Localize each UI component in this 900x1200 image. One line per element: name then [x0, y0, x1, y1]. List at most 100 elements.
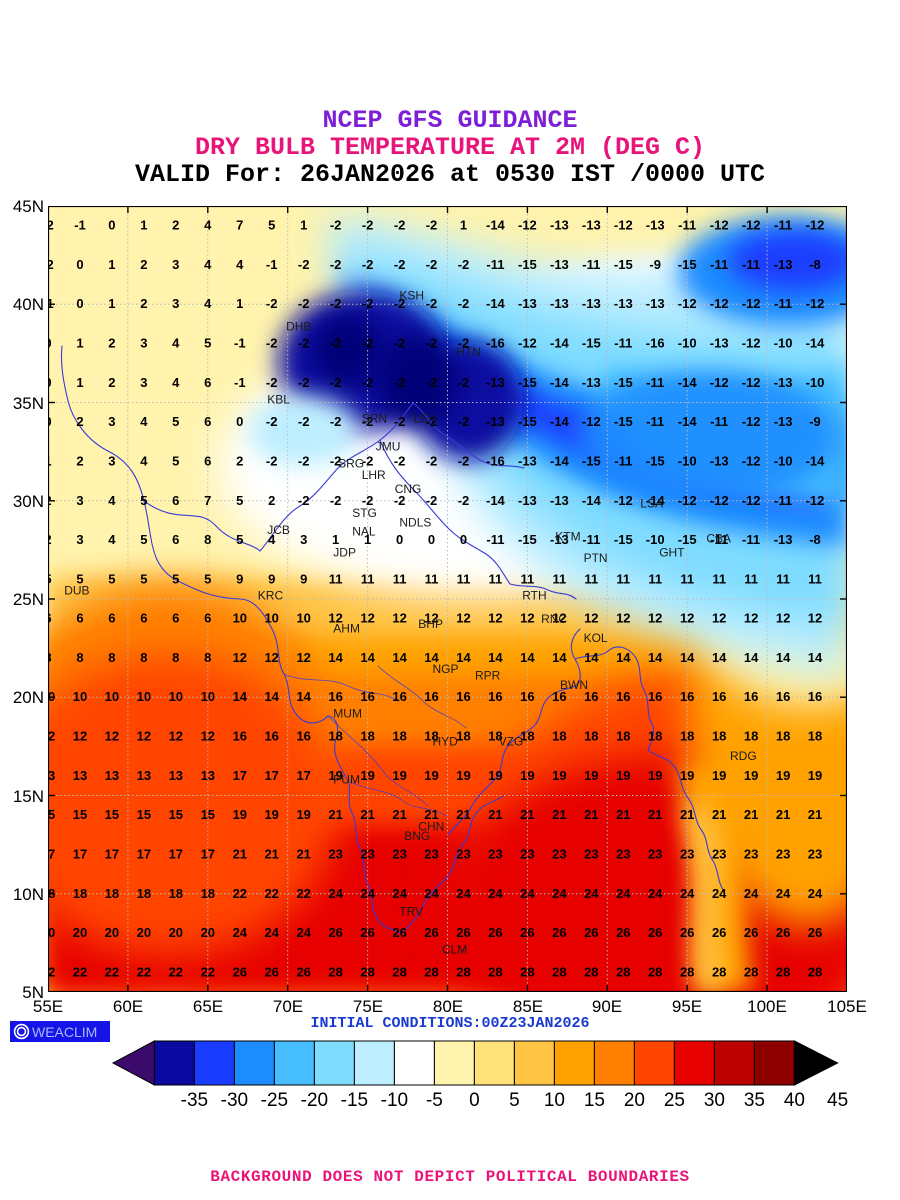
svg-text:20: 20	[105, 925, 119, 940]
svg-text:8: 8	[204, 532, 211, 547]
svg-text:0: 0	[108, 218, 115, 233]
svg-text:18: 18	[616, 729, 630, 744]
svg-text:6: 6	[76, 611, 83, 626]
svg-text:95E: 95E	[672, 997, 702, 1016]
svg-text:45: 45	[827, 1090, 848, 1111]
svg-text:14: 14	[648, 650, 663, 665]
svg-text:13: 13	[105, 768, 119, 783]
svg-text:28: 28	[328, 964, 342, 979]
svg-text:26: 26	[776, 925, 790, 940]
svg-text:24: 24	[520, 886, 535, 901]
svg-text:RPR: RPR	[475, 669, 501, 683]
svg-text:12: 12	[137, 729, 151, 744]
svg-text:-14: -14	[486, 296, 506, 311]
svg-text:17: 17	[233, 768, 247, 783]
svg-text:70E: 70E	[273, 997, 303, 1016]
svg-text:-10: -10	[678, 454, 697, 469]
svg-text:-13: -13	[550, 257, 569, 272]
svg-text:23: 23	[328, 846, 342, 861]
svg-text:12: 12	[744, 611, 758, 626]
svg-text:16: 16	[392, 689, 406, 704]
svg-text:RDG: RDG	[730, 749, 757, 763]
svg-text:26: 26	[616, 925, 630, 940]
svg-text:24: 24	[233, 925, 248, 940]
svg-text:12: 12	[296, 650, 310, 665]
svg-text:-15: -15	[582, 454, 601, 469]
svg-text:-30: -30	[221, 1090, 248, 1111]
svg-text:17: 17	[296, 768, 310, 783]
svg-text:21: 21	[648, 807, 662, 822]
svg-text:-2: -2	[394, 414, 406, 429]
svg-text:24: 24	[680, 886, 695, 901]
svg-text:24: 24	[360, 886, 375, 901]
svg-text:11: 11	[680, 571, 694, 586]
svg-text:26: 26	[808, 925, 822, 940]
svg-text:4: 4	[204, 296, 212, 311]
svg-text:-8: -8	[809, 532, 821, 547]
svg-text:12: 12	[616, 611, 630, 626]
svg-text:-12: -12	[710, 375, 729, 390]
svg-text:23: 23	[744, 846, 758, 861]
svg-text:23: 23	[808, 846, 822, 861]
svg-text:BHP: BHP	[418, 617, 443, 631]
svg-text:4: 4	[236, 257, 244, 272]
svg-text:6: 6	[204, 454, 211, 469]
svg-text:6: 6	[172, 532, 179, 547]
svg-text:28: 28	[360, 964, 374, 979]
svg-text:23: 23	[552, 846, 566, 861]
svg-text:24: 24	[392, 886, 407, 901]
svg-text:12: 12	[584, 611, 598, 626]
svg-text:28: 28	[776, 964, 790, 979]
svg-text:16: 16	[488, 689, 502, 704]
svg-text:3: 3	[172, 296, 179, 311]
svg-text:11: 11	[744, 571, 758, 586]
svg-text:-12: -12	[582, 414, 601, 429]
svg-text:-13: -13	[582, 296, 601, 311]
svg-text:-14: -14	[678, 414, 698, 429]
svg-text:21: 21	[616, 807, 630, 822]
svg-text:40N: 40N	[13, 295, 44, 314]
svg-text:NAL: NAL	[352, 525, 376, 539]
svg-text:-12: -12	[742, 296, 761, 311]
svg-text:11: 11	[457, 571, 471, 586]
svg-text:-1: -1	[234, 336, 246, 351]
svg-text:24: 24	[616, 886, 631, 901]
svg-text:-2: -2	[426, 454, 438, 469]
svg-text:25: 25	[664, 1090, 685, 1111]
svg-text:19: 19	[808, 768, 822, 783]
svg-text:19: 19	[296, 807, 310, 822]
svg-text:28: 28	[808, 964, 822, 979]
svg-text:-12: -12	[710, 296, 729, 311]
svg-text:-11: -11	[710, 257, 728, 272]
svg-text:11: 11	[393, 571, 407, 586]
svg-text:KBL: KBL	[267, 392, 290, 406]
svg-text:-16: -16	[646, 336, 665, 351]
svg-text:-10: -10	[774, 336, 793, 351]
svg-text:26: 26	[744, 925, 758, 940]
svg-text:3: 3	[140, 336, 147, 351]
svg-text:4: 4	[140, 454, 148, 469]
svg-text:24: 24	[424, 886, 439, 901]
svg-text:-13: -13	[486, 375, 505, 390]
svg-text:12: 12	[360, 611, 374, 626]
svg-text:19: 19	[233, 807, 247, 822]
svg-text:17: 17	[169, 846, 183, 861]
svg-text:5: 5	[236, 532, 243, 547]
svg-text:-13: -13	[614, 296, 633, 311]
svg-text:18: 18	[201, 886, 215, 901]
svg-text:-12: -12	[614, 218, 633, 233]
svg-text:-2: -2	[266, 414, 278, 429]
svg-text:26: 26	[360, 925, 374, 940]
svg-text:26: 26	[392, 925, 406, 940]
svg-text:7: 7	[236, 218, 243, 233]
svg-text:23: 23	[456, 846, 470, 861]
svg-text:-13: -13	[774, 532, 793, 547]
svg-text:21: 21	[712, 807, 726, 822]
svg-text:8: 8	[140, 650, 147, 665]
svg-text:-12: -12	[742, 336, 761, 351]
svg-text:28: 28	[424, 964, 438, 979]
svg-text:14: 14	[520, 650, 535, 665]
svg-text:21: 21	[233, 846, 247, 861]
svg-text:17: 17	[137, 846, 151, 861]
svg-text:0: 0	[236, 414, 243, 429]
